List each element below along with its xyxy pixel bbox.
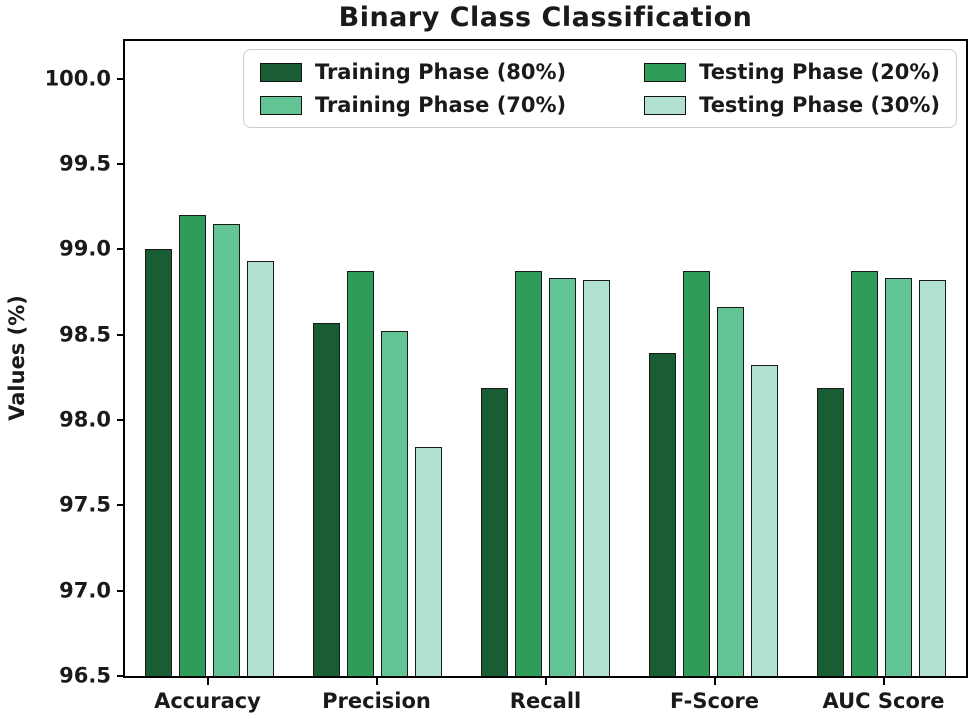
bar: [549, 278, 576, 676]
bar: [649, 353, 677, 676]
y-tick-label: 97.0: [59, 578, 111, 603]
bar: [851, 271, 879, 676]
bar-groups-container: [125, 41, 966, 676]
y-tick-mark: [117, 162, 125, 165]
bar-group-accuracy: [125, 41, 293, 676]
bar: [515, 271, 542, 676]
legend-swatch-icon: [644, 62, 687, 82]
x-axis-label-text: F-Score: [669, 689, 759, 713]
bar: [312, 322, 340, 676]
plot-area: Training Phase (80%) Training Phase (70%)…: [45, 39, 968, 686]
legend-swatch-icon: [644, 95, 687, 115]
y-tick-mark: [117, 675, 125, 677]
y-tick-mark: [117, 77, 125, 80]
bar: [144, 249, 172, 676]
x-axis-label-text: Accuracy: [154, 689, 261, 713]
x-axis-label-text: Precision: [322, 689, 431, 713]
x-tick-mark: [713, 678, 716, 685]
bar: [246, 261, 274, 676]
legend-label: Training Phase (70%): [314, 93, 567, 117]
legend-label: Testing Phase (20%): [699, 60, 940, 84]
y-tick-mark: [117, 333, 125, 336]
bar: [380, 331, 408, 676]
bar: [717, 307, 745, 676]
bar: [919, 279, 947, 676]
bar: [212, 223, 240, 676]
y-tick-label: 96.5: [59, 663, 111, 688]
y-tick-label: 100.0: [44, 66, 111, 91]
legend-item: Testing Phase (20%): [644, 60, 940, 84]
legend-swatch-icon: [259, 62, 302, 82]
bar: [346, 271, 374, 676]
y-tick-mark: [117, 589, 125, 592]
bar: [751, 365, 779, 676]
bar-group-precision: [293, 41, 461, 676]
x-tick-mark: [544, 678, 547, 685]
bar: [683, 271, 711, 676]
bar-group-auc-score: [798, 41, 966, 676]
x-axis-labels: Accuracy Precision Recall F-Score AUC Score: [123, 678, 968, 713]
legend-label: Testing Phase (30%): [699, 93, 940, 117]
legend-item: Testing Phase (30%): [644, 93, 940, 117]
y-tick-label: 98.5: [59, 322, 111, 347]
x-axis-label: AUC Score: [799, 678, 968, 713]
y-tick-label: 97.5: [59, 492, 111, 517]
bar: [414, 447, 442, 676]
legend-swatch-icon: [259, 95, 302, 115]
y-axis-label: Values (%): [5, 295, 29, 421]
x-axis-label: F-Score: [630, 678, 799, 713]
x-axis-label: Accuracy: [123, 678, 292, 713]
chart-title: Binary Class Classification: [338, 2, 753, 33]
x-axis-label-text: AUC Score: [822, 689, 945, 713]
legend-label: Training Phase (80%): [314, 60, 567, 84]
x-tick-mark: [375, 678, 378, 685]
x-tick-mark: [882, 678, 885, 685]
bar: [481, 387, 508, 676]
y-tick-mark: [117, 418, 125, 421]
y-tick-mark: [117, 504, 125, 507]
bar: [583, 279, 610, 676]
bar: [885, 278, 913, 676]
legend-item: Training Phase (80%): [259, 60, 567, 84]
bar-group-f-score: [630, 41, 798, 676]
bar: [178, 215, 206, 676]
bar: [817, 387, 845, 676]
x-axis-label-text: Recall: [509, 689, 582, 713]
y-tick-label: 99.0: [59, 236, 111, 261]
x-axis-label: Recall: [461, 678, 630, 713]
legend: Training Phase (80%) Training Phase (70%)…: [242, 49, 957, 128]
bar-group-recall: [461, 41, 629, 676]
x-tick-mark: [206, 678, 209, 685]
y-tick-label: 99.5: [59, 151, 111, 176]
legend-item: Training Phase (70%): [259, 93, 567, 117]
y-tick-mark: [117, 248, 125, 251]
y-tick-label: 98.0: [59, 407, 111, 432]
x-axis-label: Precision: [292, 678, 461, 713]
